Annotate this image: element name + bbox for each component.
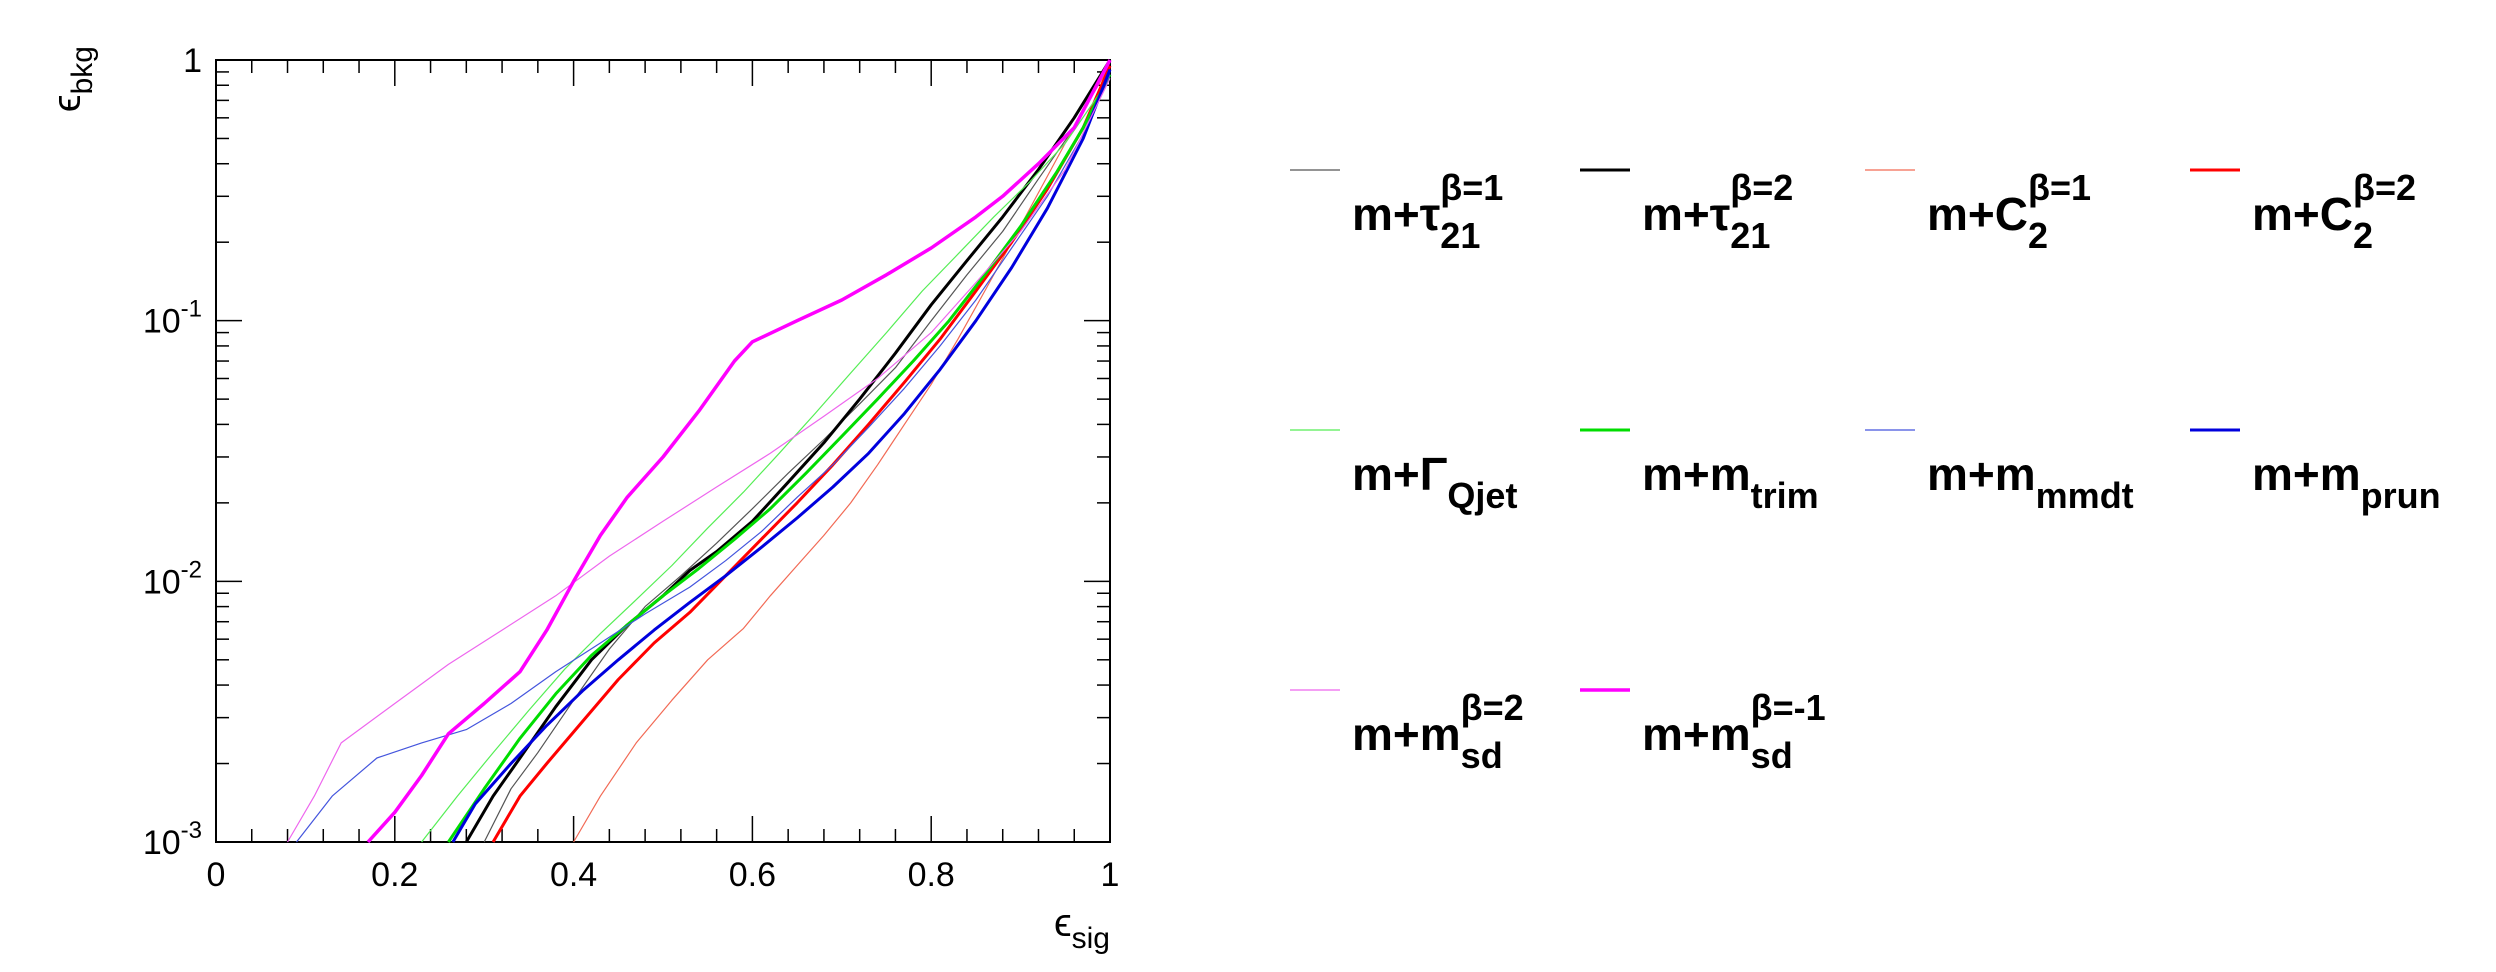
legend-label-sup: β=1 <box>2028 167 2091 208</box>
legend-label: m+m <box>1352 708 1461 760</box>
series-line-3 <box>573 65 1111 843</box>
legend-label-sub: 2 <box>2028 215 2048 256</box>
legend-label: m+m <box>1642 448 1751 500</box>
legend-label-sup: β=2 <box>1461 687 1524 728</box>
x-tick-label: 0.6 <box>729 856 776 894</box>
y-tick-label: 1 <box>183 42 202 80</box>
plot-border <box>215 59 1111 843</box>
legend-item-1: m+τβ=1 21 <box>1290 167 1503 256</box>
series-line-10 <box>366 59 1112 844</box>
legend-label: m+m <box>1927 448 2036 500</box>
series-lines <box>286 59 1112 844</box>
legend-label: m+C <box>2252 188 2353 240</box>
y-tick-label: 10-3 <box>143 817 202 862</box>
axis-ticks <box>215 60 1111 843</box>
legend-label: m+m <box>2252 448 2361 500</box>
plot-frame <box>215 59 1111 843</box>
series-line-8 <box>451 68 1112 843</box>
series-line-6 <box>447 73 1112 843</box>
series-line-7 <box>296 74 1111 843</box>
legend-label-sup: β=-1 <box>1751 687 1826 728</box>
y-tick-label: 10-1 <box>143 296 202 341</box>
legend-label-sup: β=2 <box>1730 167 1793 208</box>
axis-titles: ϵsig ϵbkg <box>45 46 1110 955</box>
legend-item-6: m+m trim <box>1580 428 1819 516</box>
legend-label-sub: sd <box>1751 735 1793 776</box>
legend-label-sub: 21 <box>1730 215 1770 256</box>
legend-label: m+m <box>1642 708 1751 760</box>
legend-label: m+τ <box>1352 188 1440 240</box>
series-line-2 <box>465 59 1112 843</box>
legend-label-sub: Qjet <box>1447 475 1517 516</box>
legend-item-4: m+Cβ=2 2 <box>2190 167 2416 256</box>
x-tick-label: 0.4 <box>550 856 597 894</box>
legend-label: m+τ <box>1642 188 1730 240</box>
legend-item-2: m+τβ=2 21 <box>1580 167 1793 256</box>
x-tick-label: 0 <box>207 856 226 894</box>
legend-item-7: m+m mmdt <box>1865 429 2134 516</box>
legend-item-10: m+mβ=-1 sd <box>1580 687 1826 776</box>
y-axis-title: ϵbkg <box>45 46 99 112</box>
legend-label-sub: 21 <box>1440 215 1480 256</box>
legend-label-sub: 2 <box>2353 215 2373 256</box>
x-axis-title: ϵsig <box>1054 901 1110 955</box>
legend-label-sub: mmdt <box>2036 475 2134 516</box>
legend: m+τβ=121 m+τβ=221 m+Cβ=12 m+Cβ=22m+Γ Qjet m+m… <box>1290 167 2441 776</box>
legend-label: m+Γ <box>1352 448 1447 500</box>
legend-item-8: m+m prun <box>2190 428 2441 516</box>
x-tick-label: 0.2 <box>371 856 418 894</box>
legend-item-5: m+Γ Qjet <box>1290 429 1517 516</box>
legend-label-sup: β=1 <box>1440 167 1503 208</box>
series-line-5 <box>421 78 1111 843</box>
x-tick-label: 0.8 <box>908 856 955 894</box>
series-line-9 <box>286 78 1111 843</box>
legend-label-sub: sd <box>1461 735 1503 776</box>
legend-label: m+C <box>1927 188 2028 240</box>
x-tick-label: 1 <box>1101 856 1120 894</box>
legend-item-3: m+Cβ=1 2 <box>1865 167 2091 256</box>
legend-label-sup: β=2 <box>2353 167 2416 208</box>
legend-label-sub: prun <box>2361 475 2441 516</box>
y-tick-label: 10-2 <box>143 556 202 601</box>
legend-item-9: m+mβ=2 sd <box>1290 687 1524 776</box>
legend-label-sub: trim <box>1751 475 1819 516</box>
tick-labels: 0 0.2 0.4 0.6 0.8 1 1 10-1 10-2 10-3 <box>143 42 1120 894</box>
